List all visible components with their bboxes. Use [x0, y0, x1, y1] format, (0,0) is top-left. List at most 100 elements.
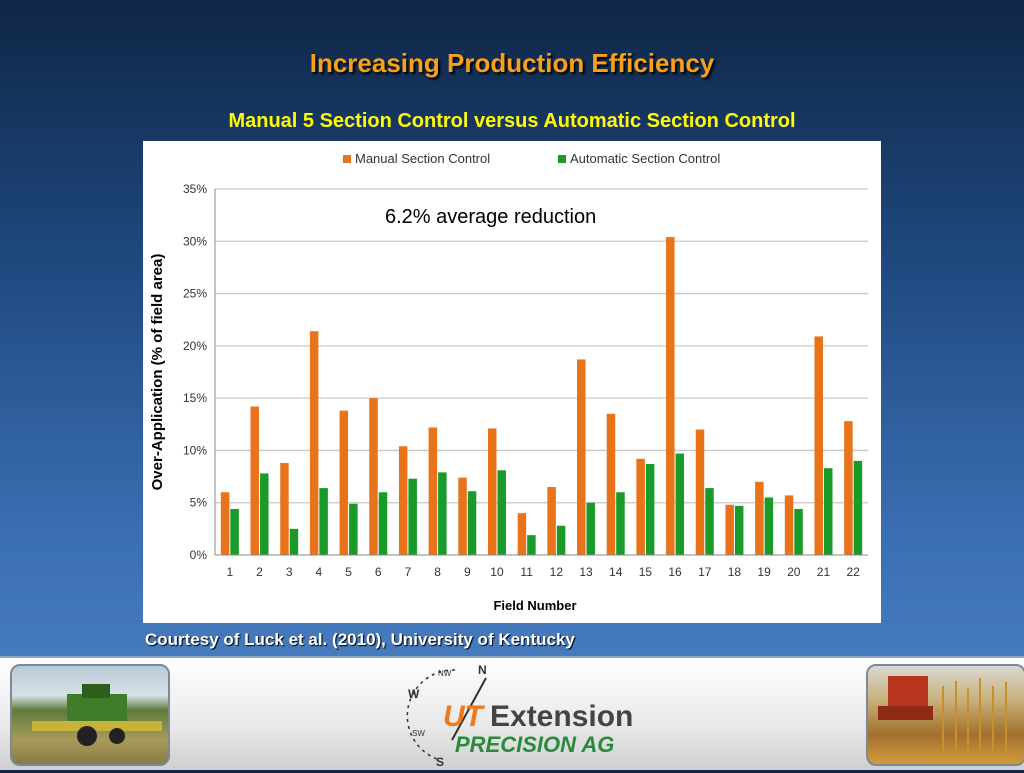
slide-subtitle: Manual 5 Section Control versus Automati… [228, 110, 796, 132]
bar-manual [577, 359, 586, 555]
bar-automatic [675, 453, 685, 555]
x-tick-label: 12 [550, 565, 564, 579]
compass-nw: NW [438, 669, 452, 678]
x-tick-label: 22 [846, 565, 860, 579]
bar-manual [369, 398, 378, 555]
bar-manual [784, 495, 794, 555]
harvest-field-photo [866, 664, 1024, 766]
bar-manual [755, 481, 764, 555]
chart-panel: 0% 5% 10% 15% 20% 25% 30% 35% 1 2 3 4 5 6 7 8 9 10 11 12 13… [143, 141, 881, 623]
bar-manual [606, 413, 616, 555]
bar-manual [695, 429, 705, 555]
bar-automatic [230, 508, 239, 555]
bar-manual [250, 406, 260, 555]
extension-wordmark: Extension [490, 700, 634, 733]
bar-manual [725, 504, 734, 555]
x-tick-label: 1 [226, 565, 233, 579]
bar-automatic [319, 488, 328, 555]
bar-manual [547, 487, 556, 555]
bar-automatic [705, 488, 714, 555]
bar-manual [339, 410, 349, 555]
x-tick-label: 2 [256, 565, 263, 579]
footer-banner: N NW W SW S UT Extension PRECISION AG [0, 656, 1024, 770]
bar-chart: 0%5%10%15%20%25%30%35% 1 2 3 4 5 6 7 8 9 10 11 12 13… [149, 151, 868, 613]
ut-logo-mark: UT [443, 700, 483, 733]
bar-automatic [794, 508, 803, 555]
compass-w: W [408, 687, 420, 701]
x-tick-label: 11 [520, 565, 533, 579]
bar-automatic [764, 497, 774, 555]
bar-manual [814, 336, 823, 555]
y-tick-label: 15% [183, 391, 207, 405]
bar-manual [220, 492, 230, 555]
compass-logo: N NW W SW S [400, 660, 500, 773]
bar-manual [458, 477, 467, 555]
y-tick-label: 0% [190, 548, 208, 562]
y-tick-label: 35% [183, 182, 207, 196]
bar-automatic [645, 464, 655, 555]
grid-lines [215, 188, 868, 504]
bar-manual [280, 462, 289, 555]
courtesy-note: Courtesy of Luck et al. (2010), Universi… [145, 630, 575, 649]
bar-automatic [556, 525, 566, 555]
compass-s: S [436, 755, 444, 768]
bar-manual [666, 237, 675, 556]
x-axis-title: Field Number [493, 598, 576, 613]
bar-automatic [586, 502, 596, 555]
bar-manual [487, 428, 497, 555]
combine-harvester-photo [10, 664, 170, 766]
x-tick-label: 5 [345, 565, 352, 579]
bar-automatic [438, 472, 447, 555]
bar-automatic [349, 503, 358, 555]
x-tick-label: 8 [434, 565, 441, 579]
y-axis-title: Over-Application (% of field area) [149, 254, 166, 491]
x-tick-label: 19 [757, 565, 771, 579]
bar-manual [517, 513, 527, 555]
x-tick-label: 17 [698, 565, 712, 579]
x-tick-labels: 1 2 3 4 5 6 7 8 9 10 11 12 13 14 15 16 17 18 19 20 21 22 [226, 565, 860, 579]
precision-ag-wordmark: PRECISION AG [455, 732, 615, 757]
x-tick-label: 18 [728, 565, 742, 579]
bar-automatic [497, 470, 506, 555]
x-tick-label: 13 [579, 565, 593, 579]
y-tick-label: 30% [183, 234, 207, 248]
legend-swatch-automatic [558, 155, 566, 163]
bars [220, 237, 863, 556]
bar-automatic [616, 492, 625, 555]
bar-manual [636, 458, 645, 555]
x-tick-label: 20 [787, 565, 801, 579]
y-tick-label: 10% [183, 443, 207, 457]
bar-automatic [289, 528, 299, 555]
x-tick-label: 3 [286, 565, 293, 579]
x-tick-label: 21 [817, 565, 831, 579]
bar-automatic [378, 492, 388, 555]
bar-automatic [408, 478, 417, 555]
y-tick-label: 25% [183, 287, 207, 301]
x-tick-label: 16 [668, 565, 682, 579]
bar-automatic [853, 460, 863, 555]
chart-annotation: 6.2% average reduction [385, 206, 596, 228]
bar-automatic [734, 505, 744, 555]
y-tick-label: 20% [183, 339, 207, 353]
bar-manual [428, 427, 438, 555]
slide-title: Increasing Production Efficiency [309, 48, 715, 78]
bar-manual [309, 331, 319, 555]
bar-automatic [823, 468, 833, 555]
legend-label-manual: Manual Section Control [355, 151, 490, 166]
compass-sw: SW [412, 729, 425, 738]
x-tick-label: 10 [490, 565, 504, 579]
bar-automatic [260, 473, 269, 555]
bar-automatic [527, 535, 536, 555]
y-tick-labels: 0% 5% 10% 15% 20% 25% 30% 35% [183, 182, 207, 562]
bar-automatic [467, 491, 477, 555]
x-tick-label: 4 [316, 565, 323, 579]
compass-n: N [478, 663, 487, 677]
legend-swatch-manual [343, 155, 351, 163]
x-tick-label: 6 [375, 565, 382, 579]
x-tick-label: 7 [405, 565, 412, 579]
x-tick-label: 14 [609, 565, 623, 579]
y-tick-label: 5% [190, 496, 208, 510]
x-tick-label: 9 [464, 565, 471, 579]
legend-label-automatic: Automatic Section Control [570, 151, 720, 166]
bar-manual [398, 446, 408, 555]
